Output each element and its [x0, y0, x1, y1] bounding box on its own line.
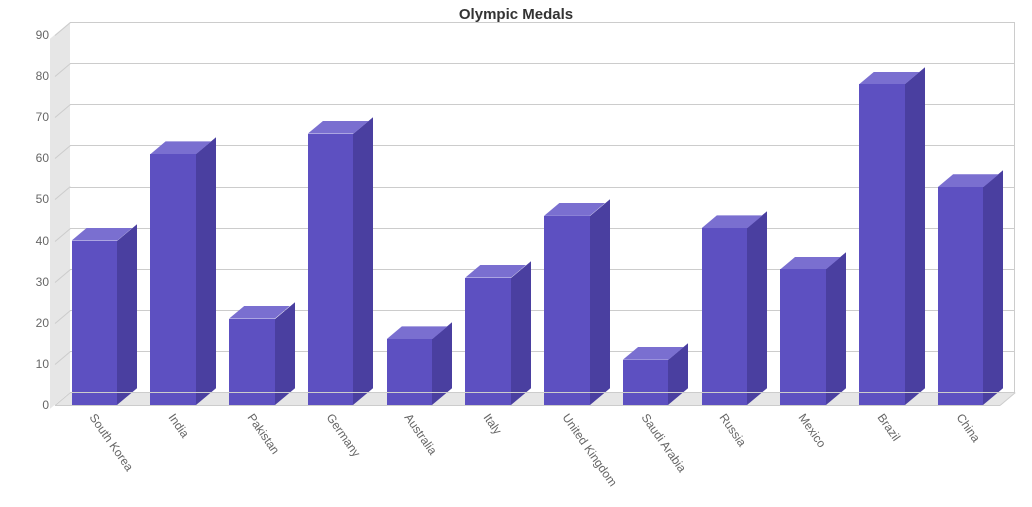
bar: [544, 216, 590, 405]
x-tick-label: China: [953, 411, 982, 445]
baseline-back: [70, 392, 1015, 393]
bar: [72, 241, 118, 405]
chart-container: Olympic Medals 0102030405060708090South …: [0, 0, 1032, 507]
bar: [623, 360, 669, 405]
bar-side: [747, 211, 767, 405]
bar: [308, 134, 354, 405]
bar: [859, 84, 905, 405]
bar: [702, 228, 748, 405]
bar-front: [465, 278, 511, 405]
bar-front: [938, 187, 984, 405]
bar-front: [544, 216, 590, 405]
x-tick-label: Mexico: [796, 411, 829, 450]
y-tick-label: 60: [36, 151, 55, 165]
gridline: [70, 22, 1015, 23]
bar-front: [859, 84, 905, 405]
bar-side: [117, 224, 137, 405]
x-tick-label: Pakistan: [244, 411, 282, 457]
y-tick-label: 0: [42, 398, 55, 412]
baseline: [55, 405, 1000, 406]
bar: [150, 154, 196, 405]
bar-front: [72, 241, 118, 405]
bar-side: [275, 302, 295, 405]
x-tick-label: India: [166, 411, 192, 440]
y-tick-label: 20: [36, 316, 55, 330]
bar: [387, 339, 433, 405]
bar-side: [196, 137, 216, 405]
bar-side: [983, 170, 1003, 405]
bar-side: [590, 199, 610, 405]
x-tick-label: Russia: [717, 411, 750, 449]
bar-side: [511, 261, 531, 405]
bar-front: [150, 154, 196, 405]
bar-side: [353, 117, 373, 405]
y-tick-label: 70: [36, 110, 55, 124]
plot-area: 0102030405060708090South KoreaIndiaPakis…: [55, 35, 1000, 405]
bar-front: [308, 134, 354, 405]
y-tick-label: 40: [36, 234, 55, 248]
bar-side: [826, 253, 846, 405]
bar-front: [387, 339, 433, 405]
x-tick-label: South Korea: [87, 411, 137, 474]
bar: [780, 269, 826, 405]
bar-front: [702, 228, 748, 405]
backwall-right-edge: [1014, 22, 1015, 392]
y-tick-label: 90: [36, 28, 55, 42]
y-tick-label: 50: [36, 192, 55, 206]
gridline: [70, 63, 1015, 64]
chart-title: Olympic Medals: [0, 6, 1032, 23]
x-tick-label: United Kingdom: [559, 411, 619, 489]
y-tick-label: 30: [36, 275, 55, 289]
x-tick-label: Brazil: [874, 411, 903, 444]
bar-side: [905, 68, 925, 405]
y-tick-label: 80: [36, 69, 55, 83]
x-tick-label: Saudi Arabia: [638, 411, 689, 475]
x-tick-label: Germany: [323, 411, 363, 459]
y-tick-label: 10: [36, 357, 55, 371]
x-tick-label: Australia: [402, 411, 440, 457]
bar: [938, 187, 984, 405]
bar-front: [623, 360, 669, 405]
bar-front: [780, 269, 826, 405]
bar: [465, 278, 511, 405]
x-tick-label: Italy: [481, 411, 505, 437]
